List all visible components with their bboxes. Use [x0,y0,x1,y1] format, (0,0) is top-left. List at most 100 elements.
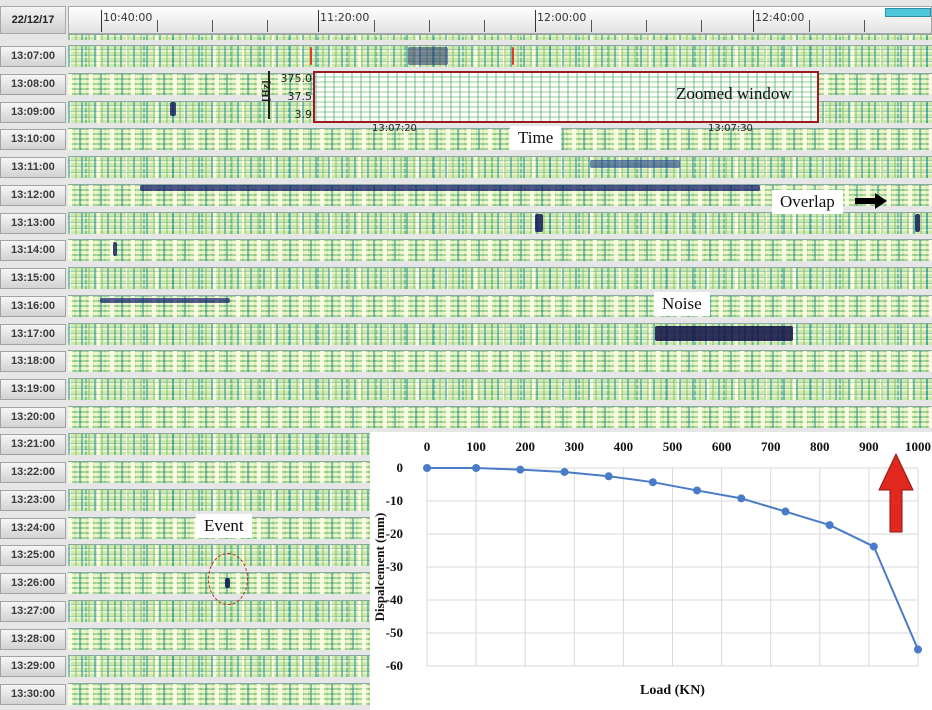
overlap-arrow-icon [855,193,887,209]
spectrogram-strip[interactable] [68,267,932,289]
x-tick-label: 1000 [905,439,931,454]
y-tick-label: -30 [386,559,403,574]
data-point [604,472,613,481]
overlap-annotation: Overlap [772,190,843,214]
event-mark [113,242,117,256]
y-tick-label: -60 [386,658,403,673]
spectrogram-strip[interactable] [68,461,370,483]
timeline-minor-tick [212,20,213,32]
row-label: 13:12:00 [0,185,66,206]
row-label: 13:09:00 [0,102,66,123]
row-label: 13:30:00 [0,684,66,705]
spectrogram-strip[interactable] [68,323,932,345]
row-label: 13:22:00 [0,462,66,483]
x-tick-label: 900 [859,439,879,454]
spectrogram-strip[interactable] [68,45,932,67]
zoomed-window[interactable] [313,71,819,123]
spectrogram-strip[interactable] [68,156,932,178]
selection-marker [512,47,514,65]
spectrogram-strip[interactable] [68,378,932,400]
spectrogram-strip[interactable] [68,239,932,261]
y-tick-label: -20 [386,526,403,541]
data-point [693,486,702,495]
row-label: 13:10:00 [0,129,66,150]
timeline-minor-tick [374,20,375,32]
zoom-y-tick: 375.0 [280,72,313,85]
spectrogram-strip[interactable] [68,295,932,317]
spectrogram-strip[interactable] [68,683,370,705]
row-label: 13:14:00 [0,240,66,261]
timeline-minor-tick [646,20,647,32]
timeline-ruler[interactable]: 10:40:00 11:20:00 12:00:00 12:40:00 [68,6,932,34]
timeline-tick-label: 11:20:00 [320,11,370,24]
y-tick-label: -10 [386,493,403,508]
data-point [825,521,834,530]
timeline-minor-tick [484,20,485,32]
row-label: 13:07:00 [0,46,66,67]
timeline-minor-tick [429,20,430,32]
event-highlight-circle [208,553,248,605]
zoom-y-tick: 3.9 [294,108,313,121]
timeline-tick-label: 10:40:00 [103,11,153,24]
zoom-y-axis [268,71,270,119]
spectrogram-strip [68,34,932,40]
spectrogram-strip[interactable] [68,433,370,455]
x-tick-label: 500 [663,439,683,454]
x-tick-label: 600 [712,439,732,454]
spectrogram-strip[interactable] [68,406,932,428]
y-axis-title: Dispalcement (mm) [372,513,387,622]
x-tick-label: 100 [466,439,486,454]
x-tick-label: 300 [565,439,585,454]
row-label: 13:20:00 [0,407,66,428]
zoom-y-tick: 37.5 [287,90,313,103]
timeline-minor-tick [701,20,702,32]
timeline-minor-tick [591,20,592,32]
timeline-minor-tick [864,20,865,32]
spectrogram-strip[interactable] [68,489,370,511]
data-point [648,478,657,487]
row-label: 13:15:00 [0,268,66,289]
data-point [516,465,525,474]
noise-annotation: Noise [654,292,710,316]
row-label: 13:25:00 [0,545,66,566]
zoom-y-unit: [Hz] [262,79,273,103]
data-point [560,467,569,476]
timeline-tick-label: 12:40:00 [755,11,805,24]
row-label: 13:19:00 [0,379,66,400]
spectrogram-strip[interactable] [68,350,932,372]
spectrogram-strip[interactable] [68,655,370,677]
row-label: 13:13:00 [0,213,66,234]
spectrogram-strip[interactable] [68,212,932,234]
timeline-scroll-thumb[interactable] [885,8,931,17]
x-axis-title: Load (KN) [640,683,705,698]
zoom-x-tick: 13:07:20 [372,123,417,134]
timeline-date: 22/12/17 [0,6,66,34]
spectrogram-strip[interactable] [68,600,370,622]
event-annotation: Event [196,514,252,538]
x-tick-label: 700 [761,439,781,454]
timeline-tick [753,10,754,32]
timeline-tick [318,10,319,32]
zoomed-window-title: Zoomed window [676,84,792,103]
signal-band [408,47,448,65]
row-label: 13:17:00 [0,324,66,345]
y-tick-label: 0 [397,460,404,475]
row-label: 13:08:00 [0,74,66,95]
x-tick-label: 400 [614,439,634,454]
series-line [427,467,919,650]
x-tick-label: 800 [810,439,830,454]
x-tick-label: 0 [424,439,431,454]
spectrogram-strip[interactable] [68,628,370,650]
event-mark [535,214,543,232]
x-tick-label: 200 [515,439,535,454]
event-mark [170,102,176,116]
load-displacement-chart: 0 100 200 300 400 500 600 700 800 900 1000 0 -10 -20 -… [370,432,932,710]
timeline-minor-tick [809,20,810,32]
spectrogram-strip[interactable] [68,128,932,150]
row-label: 13:29:00 [0,656,66,677]
signal-band [590,160,680,168]
data-point [472,464,481,472]
row-label: 13:26:00 [0,573,66,594]
data-point [737,494,746,503]
noise-band [655,326,793,341]
